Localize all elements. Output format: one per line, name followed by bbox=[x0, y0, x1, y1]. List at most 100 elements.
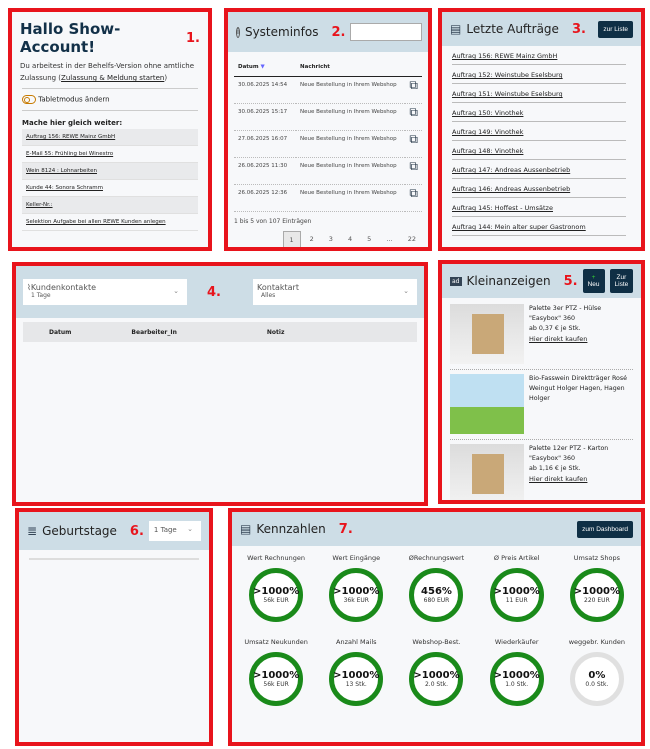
row-date: 30.06.2025 14:54 bbox=[234, 76, 296, 104]
col-datum[interactable]: Datum bbox=[49, 328, 72, 336]
tablet-toggle-row[interactable]: Tabletmodus ändern bbox=[12, 93, 208, 106]
page-button[interactable]: 5 bbox=[367, 235, 372, 243]
neu-button[interactable]: + Neu bbox=[582, 269, 605, 293]
systeminfos-panel: i Systeminfos 2. Datum ▼ Nachricht 30.06.202… bbox=[224, 8, 432, 251]
contact-icon: ⌇ bbox=[27, 283, 31, 292]
divider bbox=[29, 558, 199, 560]
days-select[interactable]: 1 Tage ⌄ bbox=[148, 521, 201, 541]
pagination: 1 2 3 4 5 … 22 bbox=[234, 231, 422, 247]
page-button[interactable]: 1 bbox=[282, 231, 301, 247]
panel-number: 6. bbox=[129, 523, 144, 539]
kpi-ring: >1000% 36k EUR bbox=[329, 568, 384, 622]
external-link-icon[interactable]: ⧉ bbox=[409, 105, 418, 119]
kpi-ring: 456% 680 EUR bbox=[409, 568, 464, 622]
order-item: Auftrag 152: Weinstube Eselsburg bbox=[452, 65, 626, 84]
row-action: ⧉ bbox=[404, 103, 422, 131]
kpi-gauge: Webshop-Best. >1000% 2.0 Stk. bbox=[396, 638, 476, 706]
col-bearbeiter[interactable]: Bearbeiter_In bbox=[131, 328, 177, 336]
toggle-icon[interactable] bbox=[22, 95, 36, 104]
order-link[interactable]: Auftrag 152: Weinstube Eselsburg bbox=[452, 71, 563, 79]
panel-number: 2. bbox=[331, 24, 346, 40]
order-item: Auftrag 146: Andreas Aussenbetrieb bbox=[452, 179, 626, 198]
quick-link[interactable]: Selektion Aufgabe bei allen REWE Kunden … bbox=[26, 219, 166, 225]
kpi-percent: >1000% bbox=[333, 670, 380, 681]
page-button[interactable]: 3 bbox=[328, 235, 333, 243]
external-link-icon[interactable]: ⧉ bbox=[409, 186, 418, 200]
ad-image[interactable] bbox=[450, 374, 524, 434]
zur-liste-button[interactable]: zur Liste bbox=[598, 20, 633, 38]
row-action: ⧉ bbox=[404, 130, 422, 158]
row-action: ⧉ bbox=[404, 184, 422, 212]
info-icon: i bbox=[236, 26, 240, 38]
buy-link[interactable]: Hier direkt kaufen bbox=[529, 475, 588, 483]
chevron-down-icon: ⌄ bbox=[173, 287, 179, 295]
divider bbox=[22, 110, 198, 111]
page-button[interactable]: 4 bbox=[347, 235, 353, 243]
zulassung-link[interactable]: Zulassung & Meldung starten bbox=[61, 74, 165, 82]
order-link[interactable]: Auftrag 147: Andreas Aussenbetrieb bbox=[452, 166, 571, 174]
order-item: Auftrag 145: Hoffest - Umsätze bbox=[452, 198, 626, 217]
kpi-percent: 0% bbox=[588, 670, 606, 681]
kpi-percent: >1000% bbox=[493, 670, 540, 681]
quick-link[interactable]: Kunde 44: Sonora Schramm bbox=[26, 185, 103, 191]
kpi-value: 56k EUR bbox=[263, 597, 289, 604]
ad-title[interactable]: Palette 3er PTZ - Hülse "Easybox" 360 bbox=[529, 305, 602, 322]
order-link[interactable]: Auftrag 146: Andreas Aussenbetrieb bbox=[452, 185, 571, 193]
kpi-value: 2.0 Stk. bbox=[424, 681, 448, 688]
kontaktart-select[interactable]: Kontaktart Alles ⌄ bbox=[253, 279, 417, 305]
col-actions bbox=[404, 58, 422, 77]
kpi-ring: >1000% 220 EUR bbox=[569, 568, 624, 622]
buy-link[interactable]: Hier direkt kaufen bbox=[529, 335, 588, 343]
external-link-icon[interactable]: ⧉ bbox=[409, 78, 418, 92]
ad-text: Palette 12er PTZ - Karton "Easybox" 360 a… bbox=[529, 444, 633, 500]
kennzahlen-panel: ▤ Kennzahlen 7. zum Dashboard Wert Rechnung… bbox=[228, 508, 645, 746]
kpi-gauge: ØRechnungswert 456% 680 EUR bbox=[396, 554, 476, 622]
kundenkontakte-select[interactable]: ⌇Kundenkontakte 1 Tage ⌄ bbox=[23, 279, 187, 305]
page-button[interactable]: 22 bbox=[407, 235, 416, 243]
box-image bbox=[472, 314, 504, 354]
panel-title: Kleinanzeigen bbox=[466, 274, 551, 288]
kpi-ring: >1000% 56k EUR bbox=[249, 652, 304, 706]
order-link[interactable]: Auftrag 150: Vinothek bbox=[452, 109, 524, 117]
ad-item: Bio-Fasswein Direktträger Rosé Weingut H… bbox=[450, 370, 633, 440]
external-link-icon[interactable]: ⧉ bbox=[409, 132, 418, 146]
table-row: 30.06.2025 15:17 Neue Bestellung in Ihrem… bbox=[234, 103, 422, 131]
search-input[interactable] bbox=[350, 23, 423, 41]
ad-price: ab 0,37 € je Stk. bbox=[529, 325, 581, 332]
quick-links: Auftrag 156: REWE Mainz GmbH E-Mail 55: F… bbox=[22, 129, 198, 231]
order-link[interactable]: Auftrag 156: REWE Mainz GmbH bbox=[452, 52, 558, 60]
ad-image[interactable] bbox=[450, 304, 524, 364]
quick-link-item: Wein 8124 : Lohnarbeiten bbox=[22, 163, 198, 180]
kpi-gauge: weggebr. Kunden 0% 0.0 Stk. bbox=[557, 638, 637, 706]
external-link-icon[interactable]: ⧉ bbox=[409, 159, 418, 173]
document-icon: ▤ bbox=[450, 22, 462, 36]
ad-item: Palette 3er PTZ - Hülse "Easybox" 360 ab … bbox=[450, 300, 633, 370]
order-link[interactable]: Auftrag 148: Vinothek bbox=[452, 147, 524, 155]
ad-title[interactable]: Bio-Fasswein Direktträger Rosé Weingut H… bbox=[529, 375, 628, 402]
quick-link[interactable]: E-Mail 55: Frühling bei Winestro bbox=[26, 151, 114, 157]
zur-liste-button[interactable]: Zur Liste bbox=[609, 269, 634, 293]
ad-title[interactable]: Palette 12er PTZ - Karton "Easybox" 360 bbox=[529, 445, 609, 462]
document-icon: ▤ bbox=[240, 522, 252, 536]
col-datum[interactable]: Datum ▼ bbox=[234, 58, 296, 77]
order-link[interactable]: Auftrag 145: Hoffest - Umsätze bbox=[452, 204, 553, 212]
quick-link[interactable]: Wein 8124 : Lohnarbeiten bbox=[26, 168, 97, 174]
page-button[interactable]: … bbox=[386, 235, 393, 243]
order-link[interactable]: Auftrag 151: Weinstube Eselsburg bbox=[452, 90, 563, 98]
col-notiz[interactable]: Notiz bbox=[266, 328, 285, 336]
zum-dashboard-button[interactable]: zum Dashboard bbox=[577, 520, 633, 538]
intro-end: ) bbox=[164, 74, 168, 82]
col-label: Datum bbox=[238, 64, 259, 70]
col-nachricht[interactable]: Nachricht bbox=[296, 58, 405, 77]
welcome-title: Hallo Show-Account! bbox=[20, 20, 121, 56]
ad-image[interactable] bbox=[450, 444, 524, 500]
order-link[interactable]: Auftrag 144: Mein alter super Gastronom bbox=[452, 223, 586, 231]
kpi-ring: >1000% 56k EUR bbox=[249, 568, 304, 622]
page-button[interactable]: 2 bbox=[309, 235, 314, 243]
panel-title: Kennzahlen bbox=[256, 522, 326, 536]
letzte-auftraege-panel: ▤ Letzte Aufträge 3. zur Liste Auftrag 156:… bbox=[438, 8, 645, 251]
order-link[interactable]: Auftrag 149: Vinothek bbox=[452, 128, 524, 136]
order-item: Auftrag 156: REWE Mainz GmbH bbox=[452, 46, 626, 65]
quick-link[interactable]: Auftrag 156: REWE Mainz GmbH bbox=[26, 134, 116, 140]
quick-link[interactable]: Keller-Nr.: bbox=[26, 202, 53, 208]
